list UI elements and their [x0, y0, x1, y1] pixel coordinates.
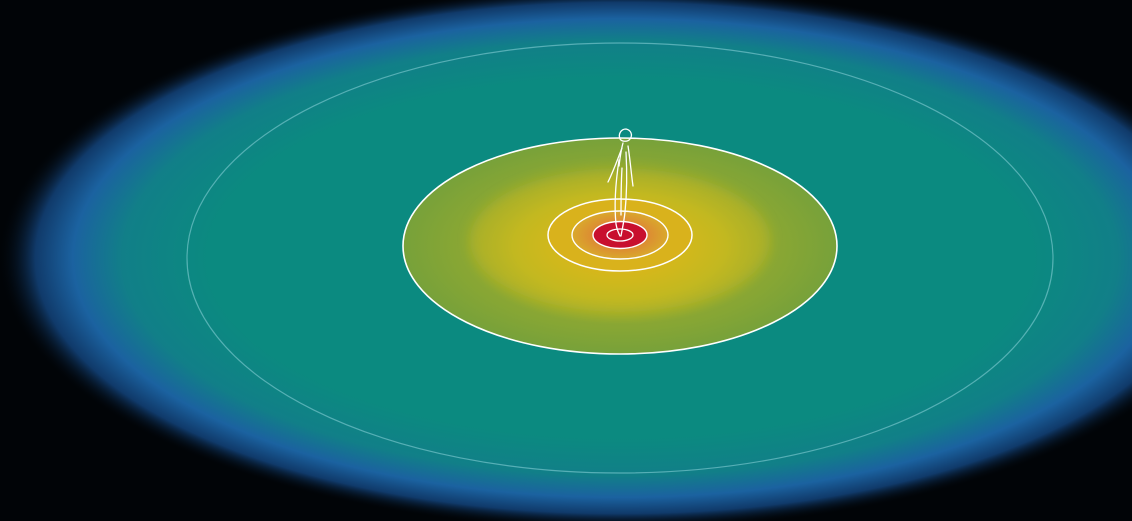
- outer-contour-ring: [186, 42, 1054, 474]
- core-contour: [592, 220, 648, 250]
- ring-2-contour: [571, 210, 669, 260]
- center-marker: [606, 228, 634, 242]
- ring-3-contour: [547, 198, 693, 272]
- standing-figure-icon: [607, 128, 634, 237]
